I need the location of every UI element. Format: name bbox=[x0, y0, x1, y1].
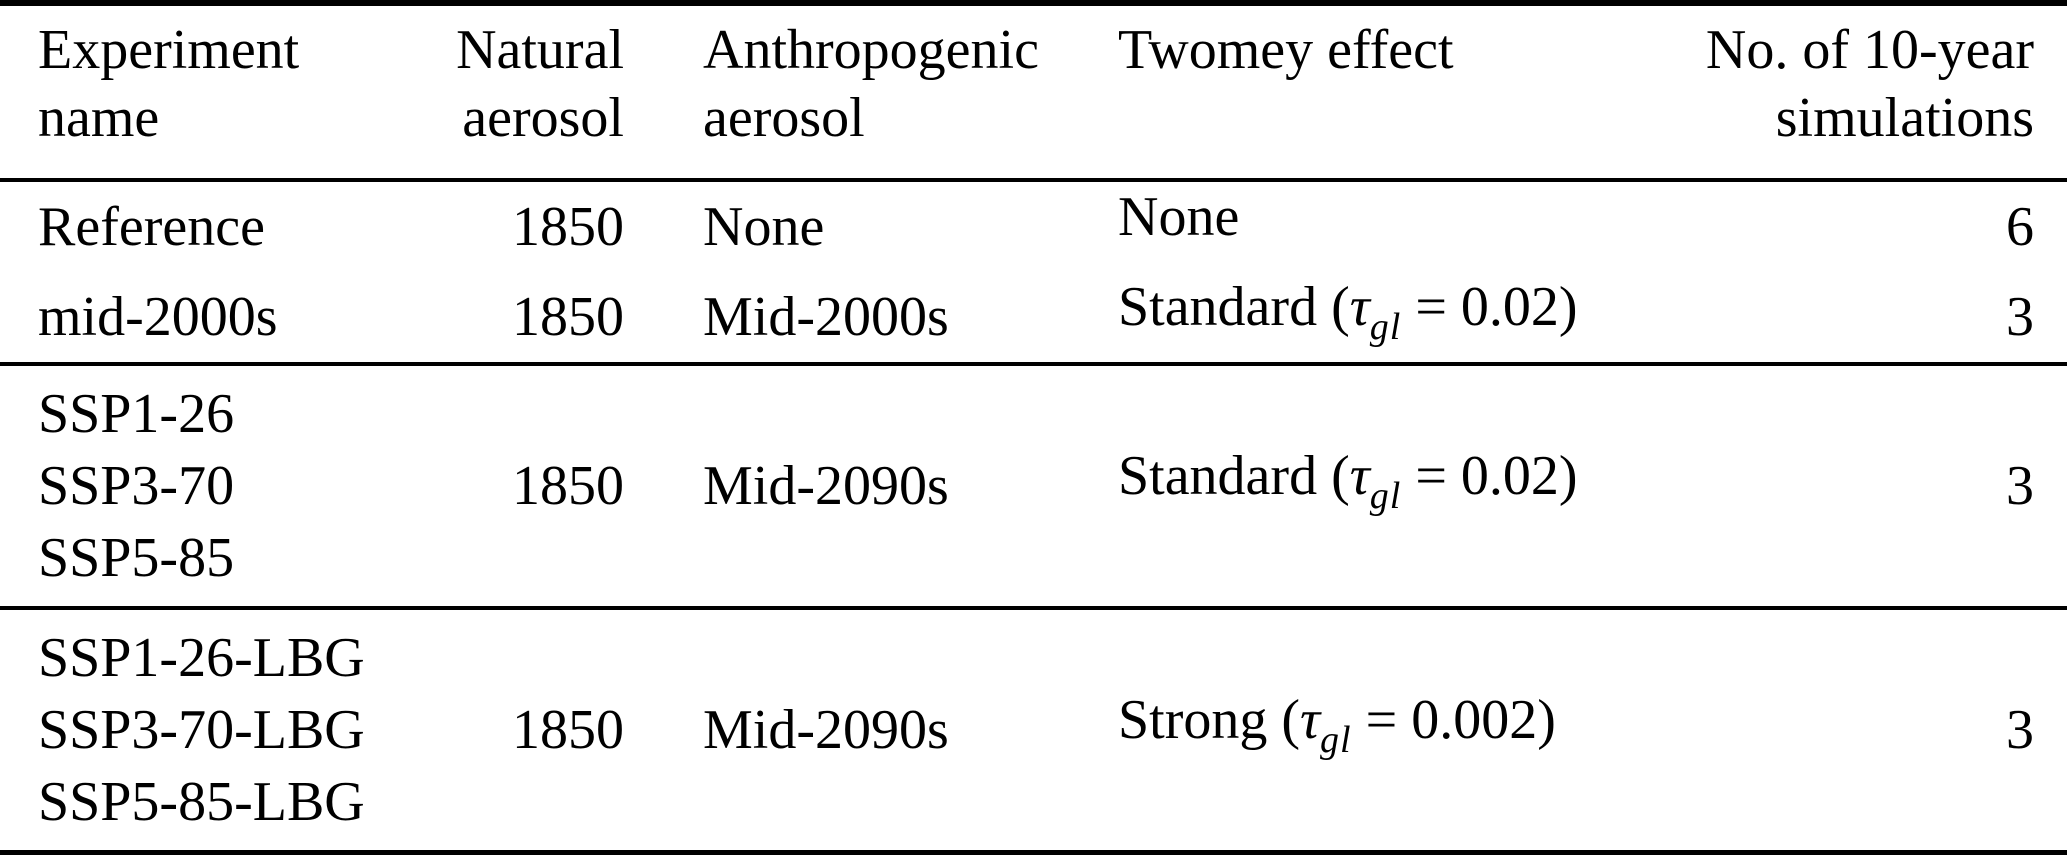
row-group-baseline: Reference 1850 None None 6 mid-2000s 185… bbox=[0, 180, 2067, 364]
row-group-ssp: SSP1-26 SSP3-70 SSP5-85 1850 Mid-2090s S… bbox=[0, 364, 2067, 608]
row-group-ssp-lbg: SSP1-26-LBG SSP3-70-LBG SSP5-85-LBG 1850… bbox=[0, 608, 2067, 852]
tau-subscript: gl bbox=[1369, 475, 1402, 517]
header-line: Anthropogenic bbox=[703, 19, 1039, 81]
cell-natural-aerosol: 1850 bbox=[512, 286, 624, 348]
twomey-text: = 0.002) bbox=[1351, 688, 1556, 751]
experiment-line: SSP3-70-LBG bbox=[38, 698, 365, 761]
header-line: Twomey effect bbox=[1118, 19, 1454, 81]
header-row: Experiment name Natural aerosol Anthropo… bbox=[0, 3, 2067, 182]
cell-natural-aerosol: 1850 bbox=[512, 455, 624, 517]
twomey-text: = 0.02) bbox=[1401, 276, 1578, 338]
cell-anthropogenic-aerosol: Mid-2090s bbox=[703, 698, 949, 761]
experiment-line: SSP5-85 bbox=[38, 527, 235, 589]
header-line: Experiment bbox=[38, 19, 300, 81]
cell-twomey-effect: Strong (τgl = 0.002) bbox=[1108, 608, 1693, 852]
twomey-text: = 0.02) bbox=[1401, 445, 1578, 507]
header-twomey-effect: Twomey effect bbox=[1108, 3, 1693, 182]
twomey-text: None bbox=[1118, 186, 1240, 248]
header-anthropogenic-aerosol: Anthropogenic aerosol bbox=[630, 3, 1108, 182]
experiment-line: SSP1-26 bbox=[38, 383, 235, 445]
cell-simulations: 6 bbox=[2006, 196, 2034, 258]
experiment-line: SSP1-26-LBG bbox=[38, 626, 365, 689]
cell-experiment: mid-2000s bbox=[38, 286, 278, 348]
cell-natural-aerosol: 1850 bbox=[512, 698, 624, 761]
twomey-text: Standard ( bbox=[1118, 445, 1350, 507]
table-row-ssp: SSP1-26 SSP3-70 SSP5-85 1850 Mid-2090s S… bbox=[0, 364, 2067, 608]
cell-anthropogenic-aerosol: None bbox=[703, 196, 825, 258]
cell-twomey-effect: Standard (τgl = 0.02) bbox=[1108, 272, 1693, 364]
cell-anthropogenic-aerosol: Mid-2000s bbox=[703, 286, 949, 348]
header-line: simulations bbox=[1775, 87, 2034, 149]
table-row-reference: Reference 1850 None None 6 bbox=[0, 180, 2067, 272]
tau-symbol: τ bbox=[1349, 276, 1370, 338]
cell-experiment: Reference bbox=[38, 196, 265, 258]
experiment-line: SSP3-70 bbox=[38, 455, 235, 517]
header-natural-aerosol: Natural aerosol bbox=[450, 3, 630, 182]
cell-experiment: SSP1-26 SSP3-70 SSP5-85 bbox=[0, 364, 450, 608]
twomey-text: Strong ( bbox=[1118, 688, 1300, 751]
cell-simulations: 3 bbox=[2006, 286, 2034, 348]
twomey-text: Standard ( bbox=[1118, 276, 1350, 338]
experiment-line: SSP5-85-LBG bbox=[38, 770, 365, 833]
cell-twomey-effect: None bbox=[1108, 180, 1693, 272]
tau-symbol: τ bbox=[1349, 445, 1370, 507]
header-simulations: No. of 10-year simulations bbox=[1693, 3, 2067, 182]
cell-experiment: SSP1-26-LBG SSP3-70-LBG SSP5-85-LBG bbox=[0, 608, 450, 852]
header-line: Natural bbox=[456, 19, 624, 81]
tau-symbol: τ bbox=[1300, 688, 1321, 751]
header-line: aerosol bbox=[703, 87, 865, 149]
table-header: Experiment name Natural aerosol Anthropo… bbox=[0, 3, 2067, 182]
table-row-ssp-lbg: SSP1-26-LBG SSP3-70-LBG SSP5-85-LBG 1850… bbox=[0, 608, 2067, 852]
cell-natural-aerosol: 1850 bbox=[512, 196, 624, 258]
tau-subscript: gl bbox=[1320, 718, 1352, 761]
cell-anthropogenic-aerosol: Mid-2090s bbox=[703, 455, 949, 517]
table-row-mid-2000s: mid-2000s 1850 Mid-2000s Standard (τgl =… bbox=[0, 272, 2067, 364]
header-line: aerosol bbox=[462, 87, 624, 149]
header-line: No. of 10-year bbox=[1705, 19, 2034, 81]
header-experiment-name: Experiment name bbox=[0, 3, 450, 182]
cell-simulations: 3 bbox=[2006, 455, 2034, 517]
cell-simulations: 3 bbox=[2006, 698, 2034, 761]
header-line: name bbox=[38, 87, 160, 149]
tau-subscript: gl bbox=[1369, 306, 1402, 348]
cell-twomey-effect: Standard (τgl = 0.02) bbox=[1108, 364, 1693, 608]
